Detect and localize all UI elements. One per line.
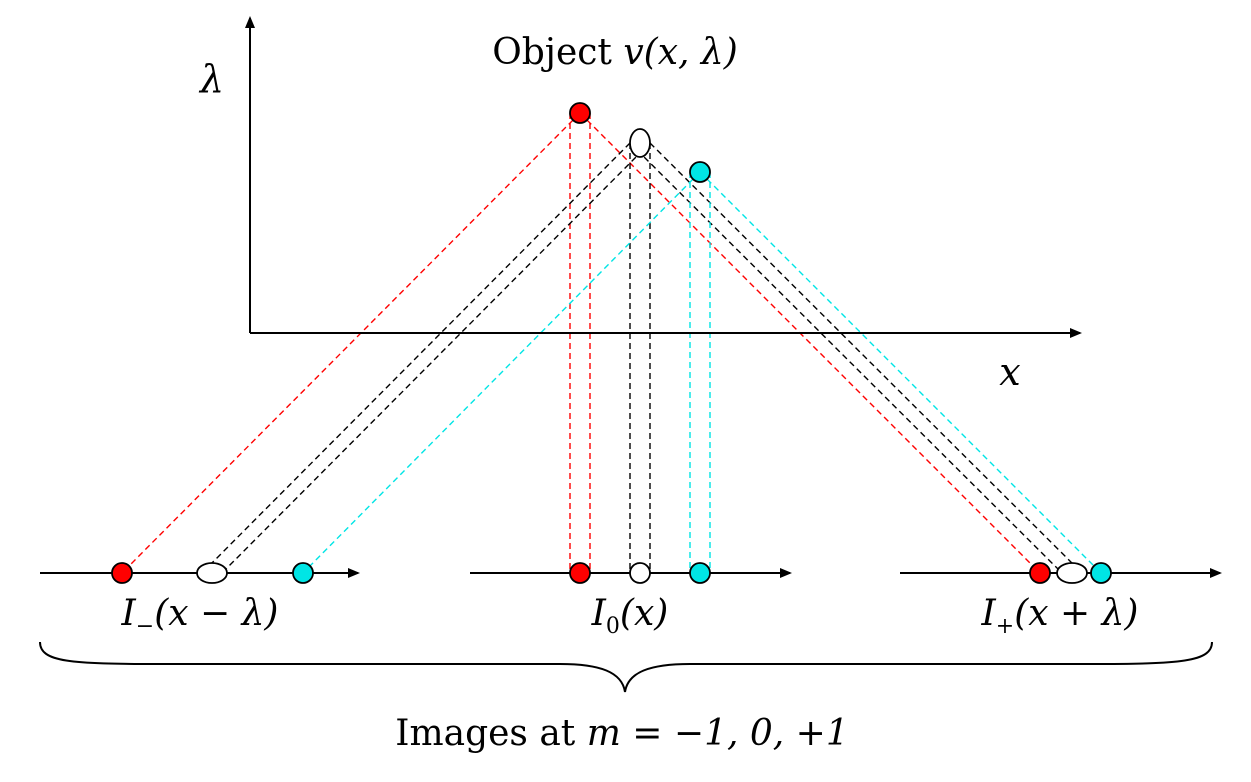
minus-point-white [196,562,228,584]
red-to-minus-line [121,112,581,574]
object-title: Object v(x, λ) [492,32,738,73]
minus-point-cyan [292,562,314,584]
plus-point-white [1056,562,1088,584]
object-points [569,102,711,183]
lambda-axis-label: λ [198,57,224,101]
object-axes [245,16,1082,338]
object-point-white [629,128,651,158]
plus-point-cyan [1090,562,1112,584]
image-label-zero: I0(x) [591,593,669,639]
zero-point-cyan [689,562,711,584]
plus-point-red [1029,562,1051,584]
white-to-minus-right-line [221,142,651,574]
zero-point-red [569,562,591,584]
white-to-minus-left-line [201,142,631,574]
cyan-to-minus-line [302,171,701,574]
cyan-to-plus-line [699,171,1102,574]
image-label-minus: I−(x − λ) [121,593,279,639]
white-to-plus-left-line [629,142,1063,574]
object-point-cyan [689,161,711,183]
caption: Images at m = −1, 0, +1 [395,713,848,754]
image-points [111,562,1112,584]
white-to-plus-right-line [649,142,1083,574]
minus-point-red [111,562,133,584]
red-to-plus-line [579,112,1041,574]
projection-lines [121,112,1102,574]
x-axis-label: x [999,350,1020,394]
object-point-red [569,102,591,124]
images-brace [39,641,1213,693]
zero-point-white [629,562,651,584]
image-label-plus: I+(x + λ) [981,593,1139,639]
